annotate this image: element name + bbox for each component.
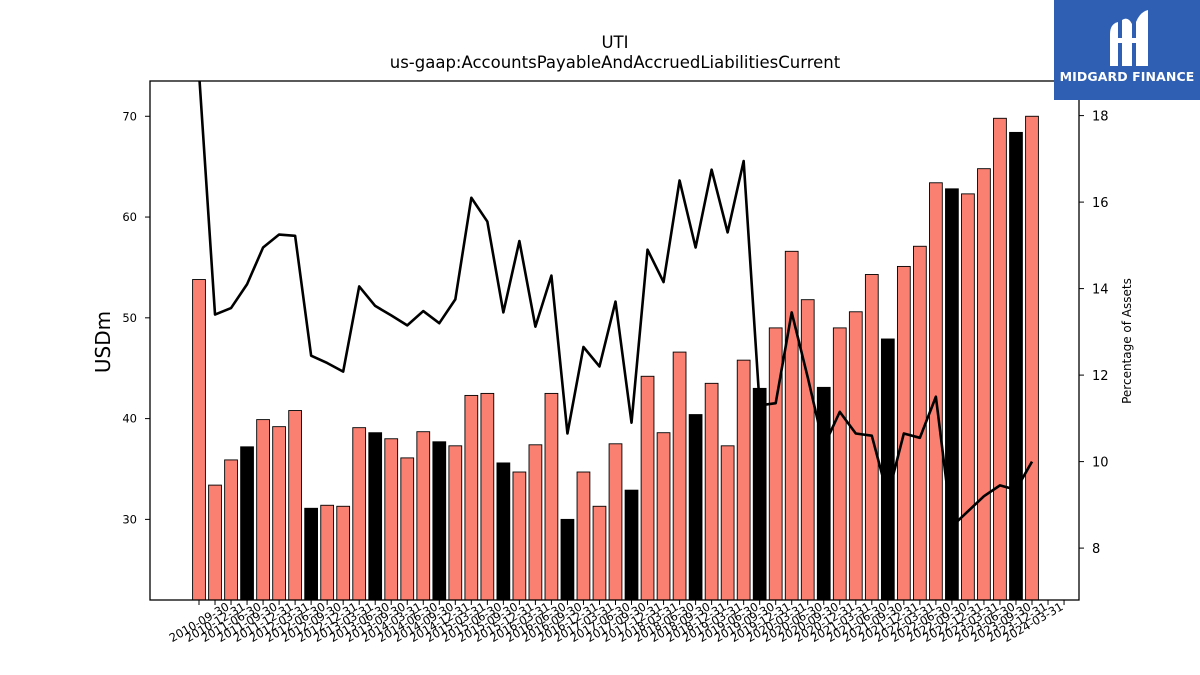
bar-2014-03-31 bbox=[416, 431, 431, 601]
bar-2016-12-31 bbox=[592, 505, 607, 601]
bar-2022-06-30 bbox=[945, 188, 959, 601]
y-axis-left: 30 40 50 60 70 bbox=[122, 109, 150, 526]
bar-2020-03-31 bbox=[800, 299, 815, 601]
bar-2015-06-30 bbox=[496, 462, 511, 601]
bar-2019-06-30 bbox=[752, 387, 767, 601]
bar-2019-03-31 bbox=[736, 359, 751, 601]
bar-2017-03-31 bbox=[608, 443, 623, 601]
chart-subtitle: us-gaap:AccountsPayableAndAccruedLiabili… bbox=[390, 53, 841, 72]
bar-2014-09-30 bbox=[448, 445, 463, 601]
y-axis-label: USDm bbox=[91, 311, 115, 373]
bar-2013-03-31 bbox=[352, 427, 367, 601]
bar-2017-06-30 bbox=[624, 489, 639, 601]
bar-2022-03-31 bbox=[929, 182, 943, 601]
percentage-line bbox=[198, 81, 1034, 528]
bar-2016-06-30 bbox=[560, 518, 575, 601]
bar-2017-09-30 bbox=[640, 375, 655, 601]
midgard-m-logo-icon bbox=[1110, 10, 1148, 67]
bar-2013-06-30 bbox=[368, 432, 383, 601]
bar-2012-06-30 bbox=[304, 507, 319, 601]
bar-2016-03-31 bbox=[544, 392, 559, 601]
percentage-line-series bbox=[198, 81, 1034, 528]
x-axis: 2010-09-302010-12-312011-06-302011-09-30… bbox=[167, 599, 1066, 645]
y-tick-label: 30 bbox=[122, 512, 137, 526]
y2-axis-label: Percentage of Assets bbox=[1120, 278, 1134, 404]
bar-2020-09-30 bbox=[832, 327, 847, 601]
bar-2016-09-30 bbox=[576, 471, 591, 601]
y2-tick-label: 12 bbox=[1092, 369, 1109, 384]
bar-2011-03-31 bbox=[224, 459, 238, 601]
y2-tick-label: 16 bbox=[1092, 196, 1109, 211]
bar-2012-09-30 bbox=[320, 504, 335, 601]
bar-2018-09-30 bbox=[704, 382, 719, 601]
brand-name: MIDGARD FINANCE bbox=[1059, 69, 1195, 84]
y-tick-label: 70 bbox=[122, 109, 137, 123]
bar-2019-09-30 bbox=[768, 327, 783, 601]
bar-2022-09-30 bbox=[961, 193, 975, 601]
y-tick-label: 50 bbox=[122, 311, 137, 325]
bar-2018-03-31 bbox=[672, 351, 687, 601]
bar-2013-09-30 bbox=[384, 438, 399, 601]
bar-2019-12-31 bbox=[784, 250, 799, 601]
bar-2014-12-31 bbox=[464, 394, 479, 601]
bar-2018-12-31 bbox=[720, 445, 735, 601]
y2-tick-label: 18 bbox=[1092, 110, 1109, 125]
y2-tick-label: 10 bbox=[1092, 456, 1109, 471]
bar-2011-09-30 bbox=[256, 419, 270, 601]
brand-logo: MIDGARD FINANCE bbox=[1054, 0, 1200, 100]
bar-2011-12-31 bbox=[272, 426, 286, 601]
bar-2023-06-30 bbox=[1009, 131, 1023, 601]
bar-2011-06-30 bbox=[240, 446, 254, 601]
bar-2010-12-31 bbox=[208, 484, 222, 601]
bar-2017-12-31 bbox=[656, 432, 671, 601]
bar-2012-03-31 bbox=[288, 410, 302, 601]
bar-2010-09-30 bbox=[192, 279, 206, 601]
bar-2014-06-30 bbox=[432, 441, 447, 601]
bar-2022-12-31 bbox=[977, 168, 991, 601]
chart-title: UTI bbox=[601, 33, 628, 52]
y2-tick-label: 14 bbox=[1092, 283, 1109, 298]
y-tick-label: 40 bbox=[122, 412, 137, 426]
bar-2020-12-31 bbox=[848, 311, 863, 601]
plot-frame bbox=[149, 80, 1080, 601]
y-tick-label: 60 bbox=[122, 210, 137, 224]
y-axis-right: 8 10 12 14 16 18 bbox=[1079, 110, 1109, 557]
bar-2021-06-30 bbox=[880, 338, 895, 601]
bar-2018-06-30 bbox=[688, 414, 703, 601]
bar-2015-03-31 bbox=[480, 392, 495, 601]
bar-2012-12-31 bbox=[336, 505, 351, 601]
bar-2023-03-31 bbox=[993, 117, 1007, 601]
y2-tick-label: 8 bbox=[1092, 542, 1100, 557]
bar-2015-09-30 bbox=[512, 471, 527, 601]
bar-2023-09-30 bbox=[1025, 115, 1039, 601]
bar-2015-12-31 bbox=[528, 444, 543, 601]
bar-2013-12-31 bbox=[400, 457, 415, 601]
bar-2020-06-30 bbox=[816, 386, 831, 601]
